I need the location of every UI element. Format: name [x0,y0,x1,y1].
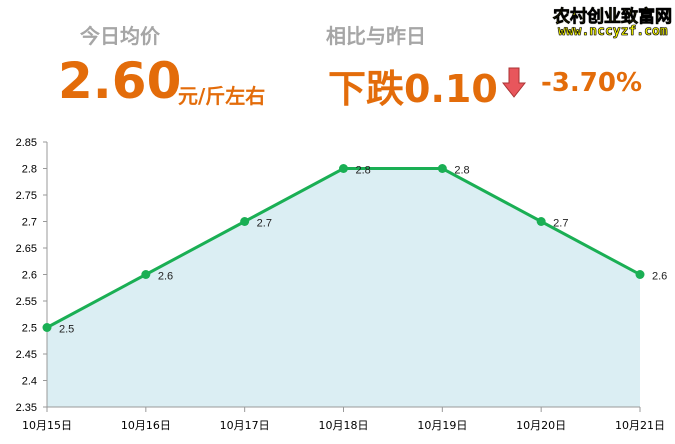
x-tick-label: 10月21日 [615,419,665,432]
data-label: 2.6 [158,271,173,283]
compare-label: 相比与昨日 [326,24,426,48]
change-percent: -3.70% [541,68,642,98]
data-label: 2.8 [356,165,371,177]
avg-price-label: 今日均价 [80,24,160,48]
y-tick-label: 2.5 [22,323,37,335]
x-tick-label: 10月20日 [516,419,566,432]
data-label: 2.7 [257,218,272,230]
data-point [240,217,250,226]
x-tick-label: 10月15日 [22,419,72,432]
data-label: 2.5 [59,324,74,336]
y-tick-label: 2.4 [22,376,37,388]
y-tick-label: 2.75 [16,190,37,202]
data-label: 2.7 [553,218,568,230]
y-tick-label: 2.45 [16,349,37,361]
data-point [42,323,52,332]
change-text: 下跌0.10 [328,67,498,111]
y-tick-label: 2.8 [22,164,37,176]
y-tick-label: 2.55 [16,296,37,308]
area-fill [47,168,640,407]
data-point [536,217,546,226]
x-tick-label: 10月17日 [220,419,270,432]
y-tick-label: 2.35 [16,402,37,414]
data-point [339,164,348,173]
x-tick-label: 10月16日 [121,419,171,432]
avg-price-value: 2.60 [58,52,182,110]
y-tick-label: 2.7 [22,217,37,229]
watermark-title: 农村创业致富网 [553,7,673,28]
y-tick-label: 2.65 [16,243,37,255]
data-label: 2.8 [454,165,469,177]
x-tick-label: 10月19日 [417,419,467,432]
y-tick-label: 2.6 [22,270,37,282]
data-point [437,164,447,173]
down-arrow-icon [502,67,526,98]
data-label: 2.6 [652,271,667,283]
watermark-url: www.nccyzf.com [558,24,668,40]
avg-price-unit: 元/斤左右 [178,84,266,108]
y-tick-label: 2.85 [16,137,37,149]
x-tick-label: 10月18日 [319,419,369,432]
data-point [635,270,645,279]
data-point [141,270,151,279]
